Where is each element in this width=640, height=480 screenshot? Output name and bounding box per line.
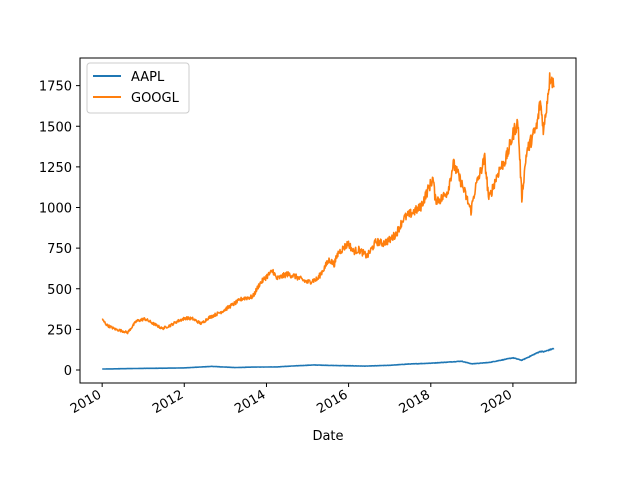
x-axis-label: Date xyxy=(312,429,343,444)
y-axis: 0 250 500 750 1000 1250 1500 1750 xyxy=(39,80,80,379)
y-tick-label-1250: 1250 xyxy=(39,161,72,176)
series-layer xyxy=(101,72,555,370)
y-tick-label-1750: 1750 xyxy=(39,80,72,95)
y-tick-label-0: 0 xyxy=(64,364,72,379)
y-tick-label-1500: 1500 xyxy=(39,120,72,135)
legend[interactable]: AAPL GOOGL xyxy=(86,62,190,114)
series-line-aapl xyxy=(101,347,555,370)
legend-label-aapl: AAPL xyxy=(131,70,165,85)
y-tick-label-1000: 1000 xyxy=(39,202,72,217)
plot-frame xyxy=(79,57,577,384)
legend-label-googl: GOOGL xyxy=(131,91,180,106)
y-tick-label-500: 500 xyxy=(47,283,72,298)
y-tick-label-750: 750 xyxy=(47,242,72,257)
series-line-googl xyxy=(101,72,555,335)
y-tick-label-250: 250 xyxy=(47,323,72,338)
